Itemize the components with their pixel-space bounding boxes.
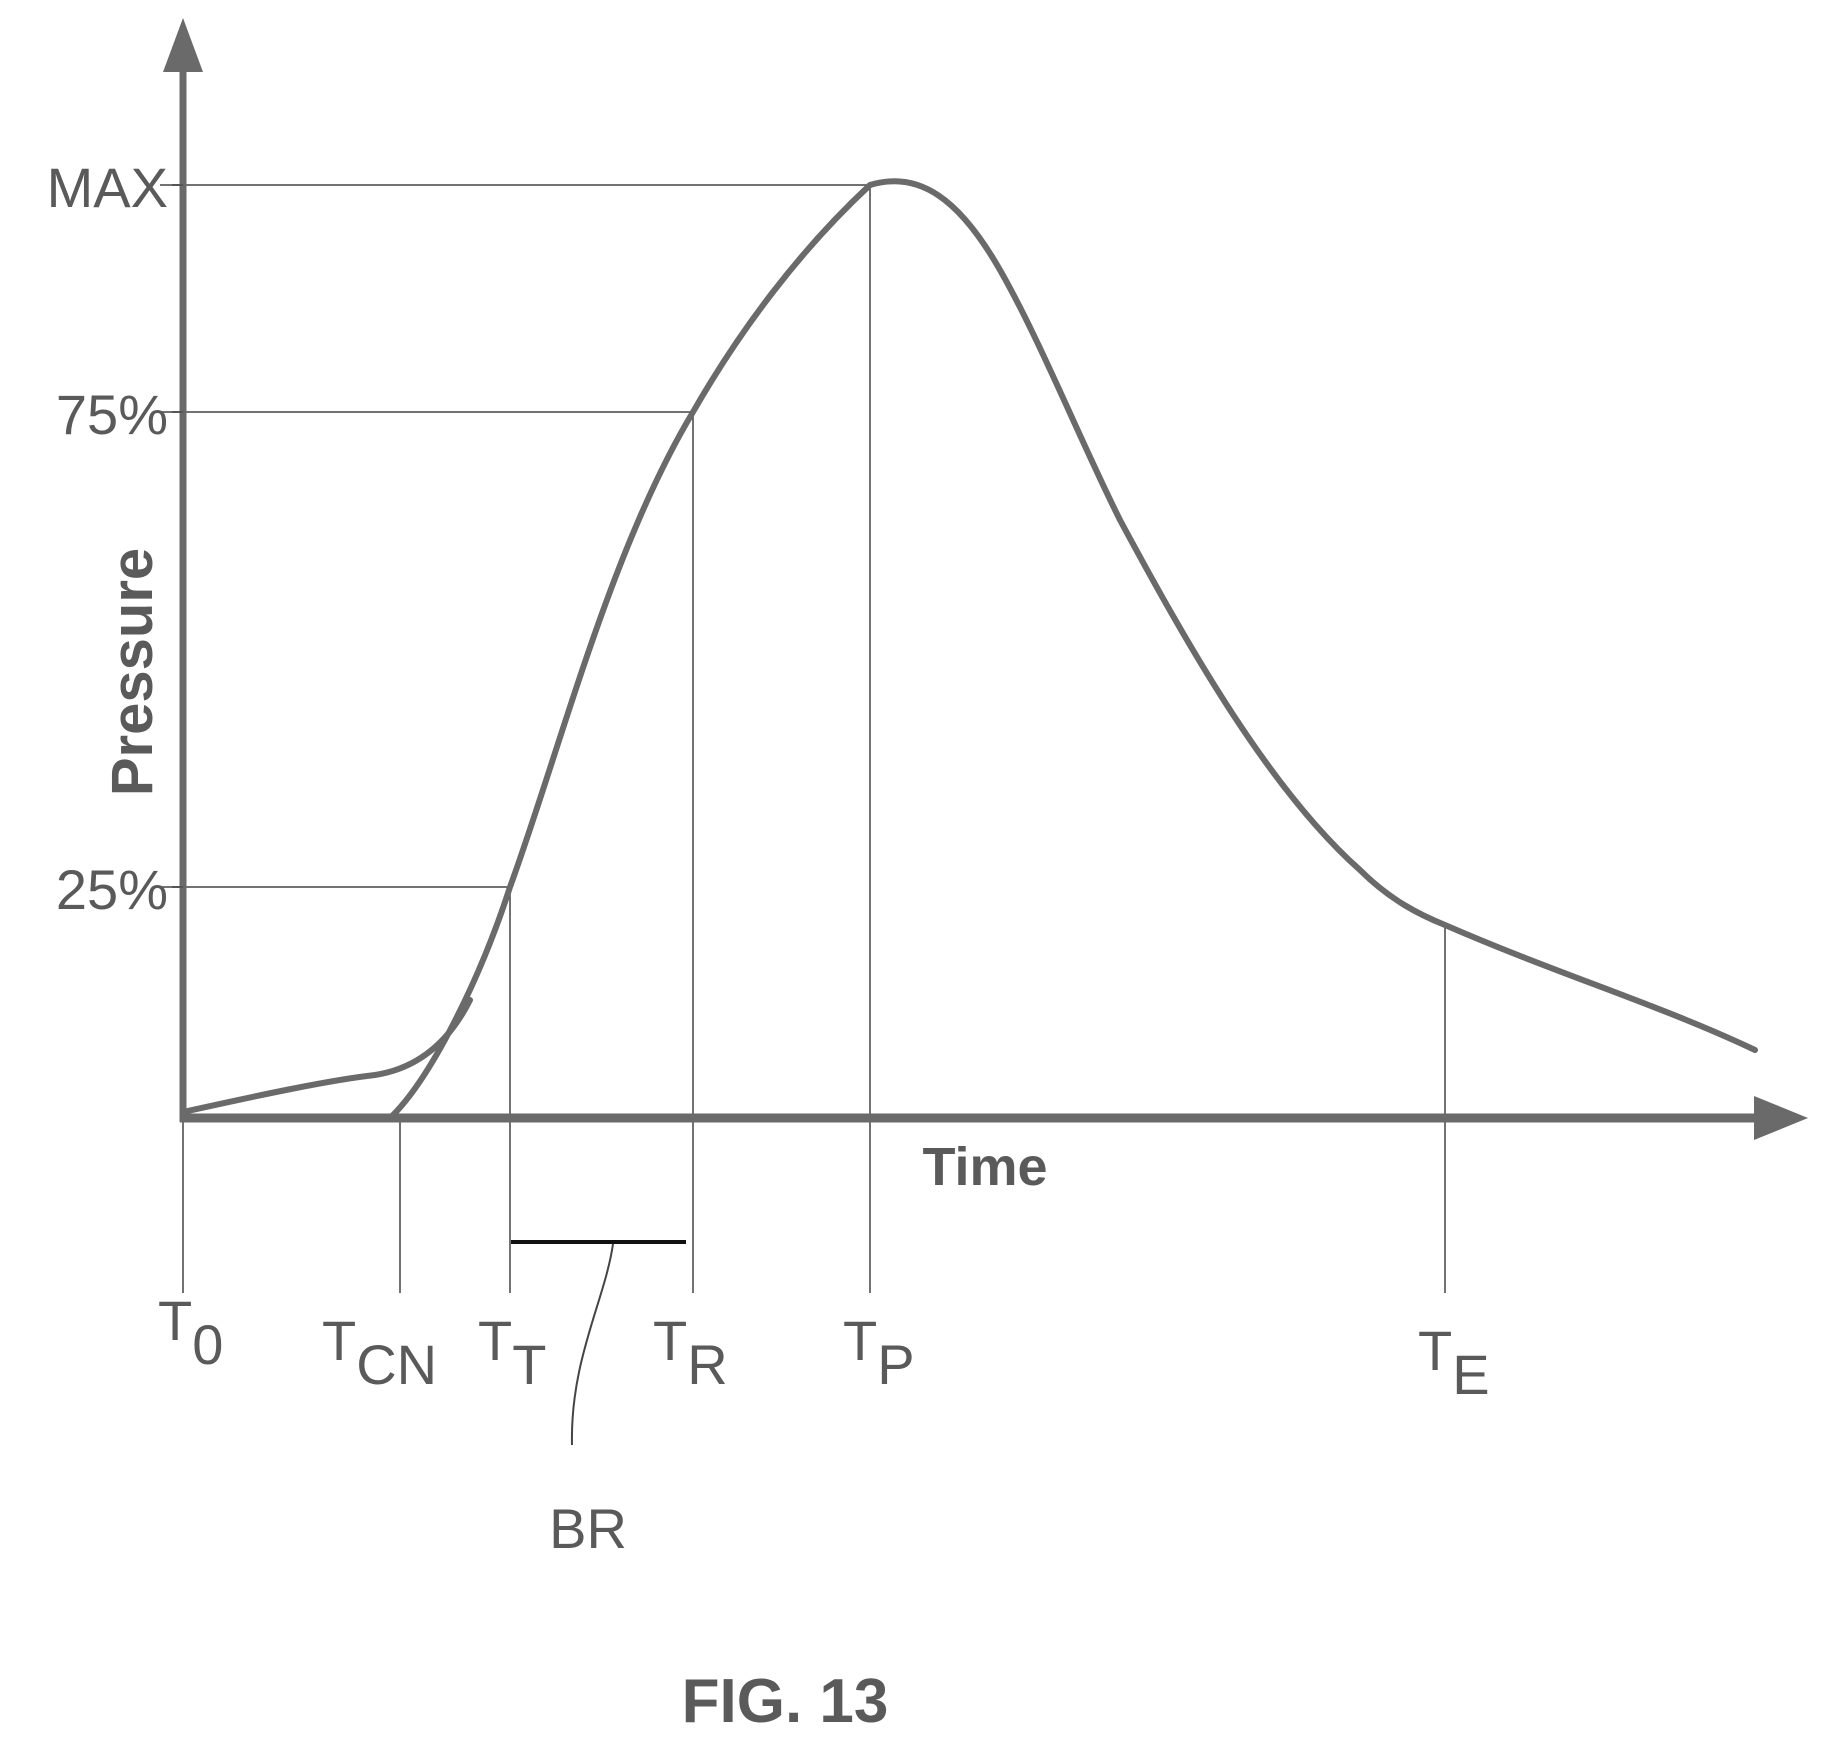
time-label-tr: TR xyxy=(653,1309,728,1396)
y-axis xyxy=(163,18,203,1122)
time-label-tp: TP xyxy=(843,1309,915,1396)
figure-caption: FIG. 13 xyxy=(682,1667,889,1736)
br-leader-line xyxy=(570,1243,614,1446)
time-marker-lines xyxy=(182,185,1446,1293)
br-bracket xyxy=(511,1240,686,1446)
level-reference-lines xyxy=(160,184,870,888)
pressure-curve-main xyxy=(387,178,1758,1121)
x-axis-arrowhead xyxy=(1754,1096,1808,1140)
y-label-p75: 75% xyxy=(56,383,168,446)
time-label-t0: T0 xyxy=(158,1289,223,1376)
time-label-tcn: TCN xyxy=(322,1309,437,1396)
pressure-curves xyxy=(180,178,1758,1121)
y-axis-arrowhead xyxy=(163,18,203,72)
y-label-max: MAX xyxy=(47,156,168,219)
br-label: BR xyxy=(549,1497,627,1560)
y-ticks xyxy=(172,184,183,888)
time-label-tt: TT xyxy=(478,1309,546,1396)
pressure-curve-baseline xyxy=(180,997,473,1115)
x-axis-title: Time xyxy=(922,1137,1047,1197)
time-label-te: TE xyxy=(1418,1319,1490,1406)
y-axis-title: Pressure xyxy=(100,548,165,796)
y-label-p25: 25% xyxy=(56,858,168,921)
x-axis xyxy=(180,1096,1808,1140)
